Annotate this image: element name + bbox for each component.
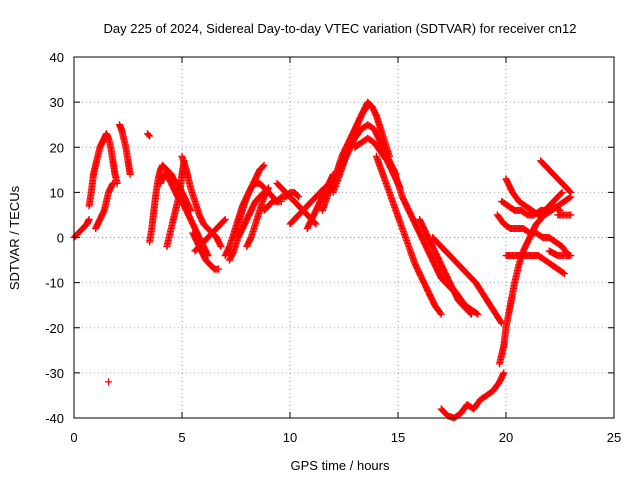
data-point — [105, 378, 113, 386]
series-arc-33 — [498, 197, 564, 219]
series-arc-04 — [115, 121, 134, 178]
data-point — [85, 215, 93, 223]
data-point — [559, 269, 567, 277]
data-point — [566, 187, 574, 195]
data-point — [560, 270, 568, 278]
y-tick-label: 30 — [50, 95, 64, 110]
series-arc-37 — [554, 211, 575, 219]
y-tick-label: -30 — [45, 366, 64, 381]
series-arc-09 — [163, 157, 188, 251]
data-point — [220, 217, 228, 225]
series-arc-32 — [493, 211, 573, 260]
data-point — [259, 162, 267, 170]
series-arc-05 — [143, 130, 154, 140]
data-point — [473, 309, 481, 317]
series-arc-25 — [372, 152, 445, 318]
x-tick-label: 20 — [499, 430, 513, 445]
series-arc-06 — [105, 378, 113, 386]
series-arc-28 — [429, 234, 506, 327]
x-tick-label: 15 — [391, 430, 405, 445]
data-point — [264, 184, 272, 192]
data-point — [556, 206, 564, 214]
y-tick-label: 40 — [50, 50, 64, 65]
y-tick-label: -40 — [45, 411, 64, 426]
y-tick-label: -10 — [45, 276, 64, 291]
data-point — [215, 265, 223, 273]
x-axis-label: GPS time / hours — [291, 458, 390, 473]
data-point — [221, 215, 229, 223]
data-point — [217, 243, 225, 251]
series-arc-16 — [243, 184, 272, 251]
series-arc-02 — [85, 130, 121, 210]
data-point — [557, 190, 565, 198]
x-tick-label: 0 — [70, 430, 77, 445]
ticks: 0 5 10 15 20 25 -40 -30 -20 -10 0 10 20 30 40 — [45, 50, 621, 445]
data-point — [295, 193, 303, 201]
series-arc-19 — [286, 184, 329, 228]
data-point — [497, 318, 505, 326]
y-tick-label: 10 — [50, 185, 64, 200]
data-point — [567, 252, 575, 260]
data-point — [566, 194, 574, 202]
data-point — [500, 369, 508, 377]
data-point — [145, 131, 153, 139]
data-point — [437, 310, 445, 318]
series-arc-35 — [537, 157, 575, 196]
grid — [74, 57, 614, 418]
data-point — [294, 192, 302, 200]
y-tick-label: 0 — [57, 231, 64, 246]
data-point — [312, 220, 320, 228]
y-axis-label: SDTVAR / TECUs — [7, 185, 22, 290]
x-tick-label: 5 — [178, 430, 185, 445]
series-arc-29 — [437, 369, 508, 422]
y-tick-label: 20 — [50, 140, 64, 155]
series-arc-03 — [92, 179, 117, 232]
data-point — [567, 211, 575, 219]
x-tick-label: 10 — [283, 430, 297, 445]
data-point — [126, 170, 134, 178]
data-point — [436, 309, 444, 317]
data-points — [70, 98, 575, 422]
chart-title: Day 225 of 2024, Sidereal Day-to-day VTE… — [103, 21, 576, 36]
series-arc-27 — [416, 215, 482, 318]
y-tick-label: -20 — [45, 321, 64, 336]
data-point — [567, 188, 575, 196]
data-point — [260, 161, 268, 169]
series-arc-34 — [502, 252, 568, 278]
x-tick-label: 25 — [607, 430, 621, 445]
data-point — [558, 188, 566, 196]
data-point — [109, 179, 117, 187]
series-arc-07 — [146, 161, 195, 246]
data-point — [474, 310, 482, 318]
series-arc-36 — [545, 247, 575, 260]
series-arc-12 — [189, 229, 223, 273]
data-point — [146, 132, 154, 140]
